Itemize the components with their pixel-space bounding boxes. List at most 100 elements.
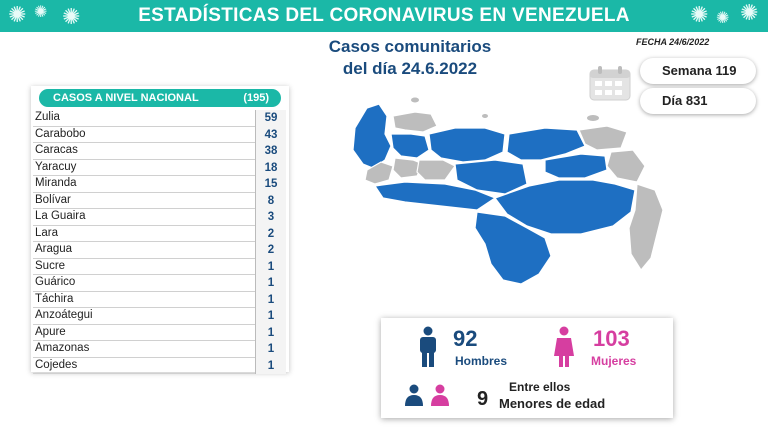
map-state-amazonas [474, 211, 552, 285]
map-state-zulia [352, 103, 392, 169]
minors-prefix: Entre ellos [509, 380, 571, 394]
row-divider [33, 191, 255, 193]
state-count: 18 [255, 159, 286, 176]
women-label: Mujeres [591, 354, 637, 368]
map-state-portuguesa [416, 159, 456, 181]
map-state-delta [606, 149, 646, 183]
state-name: La Guaira [35, 210, 86, 222]
week-badge: Semana 119 [640, 58, 756, 84]
table-row: Anzoátegui 1 [33, 308, 286, 325]
virus-icon: ✺ [716, 10, 730, 27]
day-badge: Día 831 [640, 88, 756, 114]
state-name: Aragua [35, 243, 73, 255]
state-count: 2 [255, 225, 286, 242]
state-count: 59 [255, 110, 286, 127]
row-divider [33, 274, 255, 275]
venezuela-map [352, 97, 664, 285]
table-title: CASOS A NIVEL NACIONAL [53, 92, 199, 104]
map-state-apure [373, 181, 497, 211]
calendar-icon [589, 66, 631, 101]
state-count: 38 [255, 143, 286, 160]
state-count: 1 [255, 291, 286, 308]
map-state-guayana-east [628, 183, 664, 272]
table-row: Guárico 1 [33, 275, 286, 292]
men-label: Hombres [455, 354, 508, 368]
date-label: FECHA 24/6/2022 [636, 37, 710, 47]
title-banner: ✺ ✺ ✺ ✺ ✺ ✺ ESTADÍSTICAS DEL CORONAVIRUS… [0, 0, 768, 32]
row-divider [33, 175, 255, 176]
men-count: 92 [453, 326, 478, 351]
family-icon [405, 384, 449, 406]
table-row: Miranda 15 [33, 176, 286, 193]
row-divider [33, 142, 255, 143]
state-count: 43 [255, 126, 286, 143]
banner-title: ESTADÍSTICAS DEL CORONAVIRUS EN VENEZUEL… [138, 5, 630, 26]
state-name: Caracas [35, 144, 78, 156]
virus-icon: ✺ [34, 4, 48, 21]
map-island-margarita [587, 115, 599, 121]
virus-icon: ✺ [62, 4, 81, 29]
map-state-trujillo [392, 157, 424, 179]
row-divider [33, 208, 255, 209]
table-row: Bolívar 8 [33, 192, 286, 209]
virus-icon: ✺ [740, 0, 759, 25]
state-name: Sucre [35, 259, 66, 272]
row-divider [33, 356, 255, 358]
day-label: Día 831 [662, 93, 708, 108]
table-row: Lara 2 [33, 225, 286, 242]
state-name: Yaracuy [35, 160, 77, 173]
state-name: Cojedes [35, 358, 78, 371]
map-state-east [506, 127, 586, 161]
minors-label: Menores de edad [499, 396, 606, 411]
state-name: Zulia [35, 111, 60, 123]
state-name: Carabobo [35, 127, 86, 140]
women-count: 103 [593, 326, 630, 351]
row-divider [33, 323, 255, 325]
table-row: La Guaira 3 [33, 209, 286, 226]
woman-icon [554, 326, 574, 367]
gender-stats-card: 92 Hombres 103 Mujeres Entre ellos 9 Men… [381, 318, 673, 418]
table-row: Carabobo 43 [33, 126, 286, 143]
minors-count: 9 [477, 388, 489, 410]
page-title: Casos comunitarios del día 24.6.2022 [300, 36, 520, 80]
row-divider [33, 307, 255, 308]
row-divider [33, 224, 255, 226]
map-state-monagas [544, 153, 608, 179]
state-count: 1 [255, 308, 286, 325]
state-name: Apure [35, 325, 66, 338]
table-row: Amazonas 1 [33, 341, 286, 358]
title-line-1: Casos comunitarios [328, 37, 492, 56]
state-count: 8 [255, 192, 286, 209]
virus-icon: ✺ [690, 2, 709, 27]
man-icon [420, 326, 436, 367]
state-count: 1 [255, 324, 286, 341]
state-count: 15 [255, 176, 286, 193]
table-row: Yaracuy 18 [33, 159, 286, 176]
row-divider [33, 290, 255, 292]
state-name: Amazonas [35, 342, 90, 354]
row-divider [33, 158, 255, 160]
table-header: CASOS A NIVEL NACIONAL (195) [39, 89, 281, 107]
table-row: Apure 1 [33, 324, 286, 341]
map-state-central [428, 127, 506, 163]
table-row: Sucre 1 [33, 258, 286, 275]
row-divider [33, 125, 255, 127]
state-count: 1 [255, 341, 286, 358]
table-total: (195) [243, 92, 269, 104]
national-cases-table: CASOS A NIVEL NACIONAL (195) Zulia 59 Cara… [31, 86, 289, 374]
table-row: Zulia 59 [33, 110, 286, 127]
map-state-lara [390, 133, 430, 159]
row-divider [33, 257, 255, 259]
map-island-small [482, 114, 488, 118]
state-name: Miranda [35, 177, 77, 189]
state-count: 3 [255, 209, 286, 226]
state-name: Anzoátegui [35, 309, 93, 321]
table-row: Aragua 2 [33, 242, 286, 259]
row-divider [33, 340, 255, 341]
state-count: 1 [255, 357, 286, 374]
table-row: Cojedes 1 [33, 357, 286, 374]
state-name: Lara [35, 226, 59, 239]
table-row: Táchira 1 [33, 291, 286, 308]
state-count: 1 [255, 258, 286, 275]
state-count: 1 [255, 275, 286, 292]
